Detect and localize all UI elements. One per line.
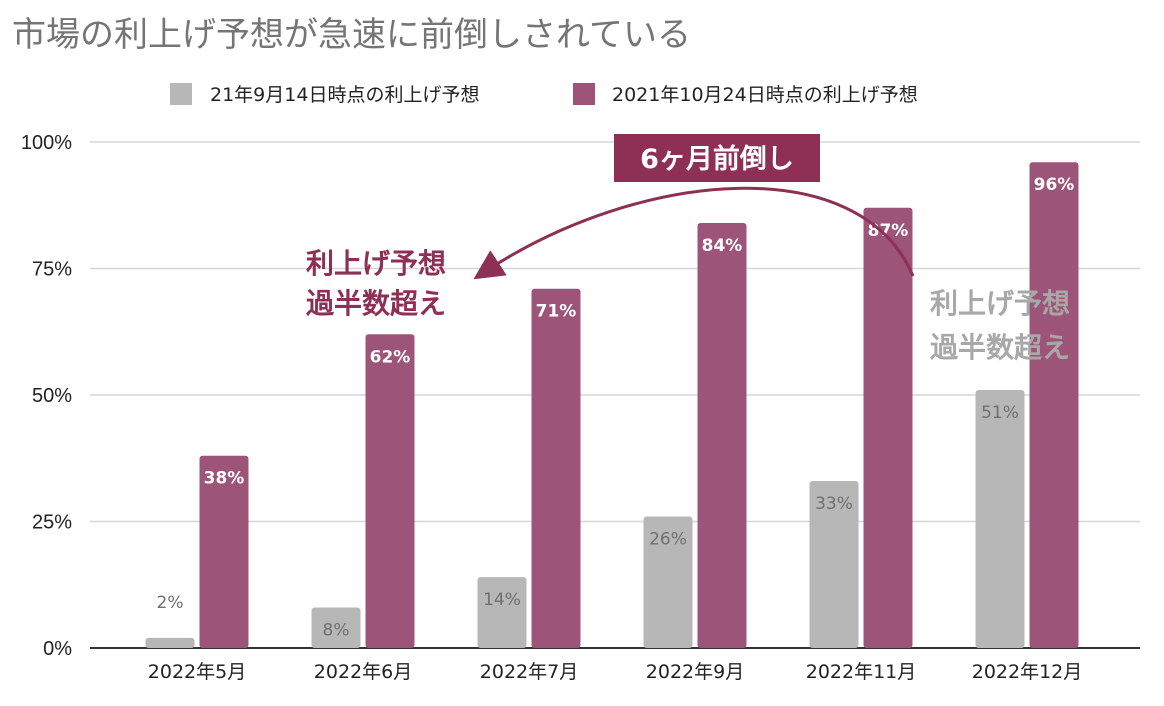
legend-swatch <box>573 83 595 105</box>
bar <box>863 207 913 648</box>
y-tick-label: 50% <box>32 385 72 407</box>
data-label: 8% <box>323 621 350 641</box>
x-tick-label: 2022年11月 <box>806 661 917 683</box>
data-label: 14% <box>483 590 521 610</box>
data-label: 87% <box>868 221 909 241</box>
bar <box>809 481 859 648</box>
bar <box>365 334 415 648</box>
bar <box>145 637 195 648</box>
x-tick-label: 2022年7月 <box>480 661 578 683</box>
annotations: 6ヶ月前倒し 利上げ予想 過半数超え 利上げ予想 過半数超え <box>306 134 1070 364</box>
data-labels-series-1: 2% 8% 14% 26% 33% 51% <box>157 403 1019 641</box>
data-label: 2% <box>157 593 184 613</box>
curved-arrow <box>473 186 915 280</box>
x-axis: 2022年5月 2022年6月 2022年7月 2022年9月 2022年11月… <box>148 661 1082 683</box>
data-label: 26% <box>649 529 687 549</box>
bar <box>643 516 693 648</box>
annotation-right-line2: 過半数超え <box>930 331 1070 364</box>
data-label: 84% <box>702 236 743 256</box>
legend-label: 2021年10月24日時点の利上げ予想 <box>612 84 918 106</box>
bar <box>531 288 581 648</box>
x-tick-label: 2022年5月 <box>148 661 246 683</box>
bar <box>1029 162 1079 649</box>
data-label: 38% <box>204 469 245 489</box>
data-label: 71% <box>536 302 577 322</box>
x-tick-label: 2022年6月 <box>314 661 412 683</box>
x-tick-label: 2022年9月 <box>646 661 744 683</box>
bars-group <box>145 162 1079 649</box>
bar <box>975 389 1025 648</box>
legend-label: 21年9月14日時点の利上げ予想 <box>210 84 479 106</box>
banner-background <box>614 134 820 182</box>
annotation-left-line1: 利上げ予想 <box>306 247 446 280</box>
legend: 21年9月14日時点の利上げ予想 2021年10月24日時点の利上げ予想 <box>170 83 918 106</box>
bar <box>697 222 747 648</box>
data-label: 51% <box>981 403 1019 423</box>
annotation-right-line1: 利上げ予想 <box>930 287 1070 320</box>
x-tick-label: 2022年12月 <box>972 661 1083 683</box>
banner-label: 6ヶ月前倒し <box>640 143 794 175</box>
data-labels-series-2: 38% 62% 71% 84% 87% 96% <box>204 175 1075 488</box>
chart-title: 市場の利上げ予想が急速に前倒しされている <box>12 15 691 55</box>
y-tick-label: 75% <box>32 259 72 281</box>
y-tick-label: 0% <box>43 638 72 660</box>
data-label: 62% <box>370 347 411 367</box>
bar <box>311 607 361 648</box>
bar <box>199 455 249 648</box>
data-label: 33% <box>815 494 853 514</box>
y-tick-label: 25% <box>32 512 72 534</box>
annotation-left-line2: 過半数超え <box>306 287 446 320</box>
y-tick-label: 100% <box>21 132 72 154</box>
legend-swatch <box>170 83 192 105</box>
bar <box>477 577 527 648</box>
data-label: 96% <box>1034 175 1075 195</box>
